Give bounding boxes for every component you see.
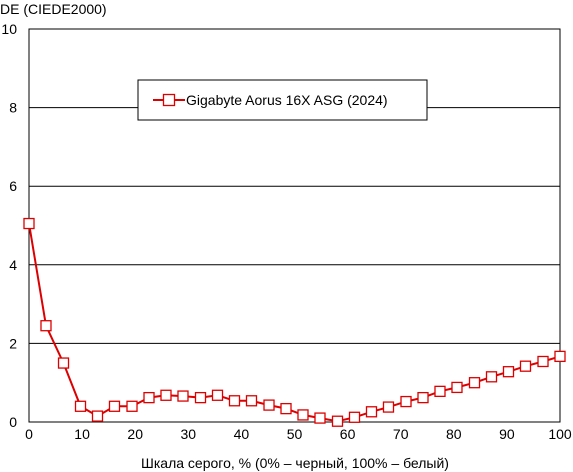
y-tick-label: 10 — [1, 21, 17, 37]
data-point — [502, 366, 515, 378]
data-point — [245, 395, 258, 407]
y-tick-label: 0 — [9, 414, 17, 430]
x-tick-label: 50 — [287, 426, 303, 442]
x-tick-label: 30 — [181, 426, 197, 442]
data-point — [417, 391, 429, 404]
data-point — [280, 402, 292, 415]
series-layer — [23, 217, 566, 427]
data-point — [519, 360, 532, 372]
y-tick-label: 8 — [9, 100, 17, 116]
data-point — [211, 389, 224, 401]
x-tick-label: 70 — [393, 426, 409, 442]
data-point — [365, 406, 378, 418]
y-tick-label: 4 — [9, 257, 17, 273]
data-point — [485, 371, 498, 383]
data-point — [348, 411, 361, 423]
x-tick-label: 0 — [25, 426, 33, 442]
data-point — [194, 391, 207, 404]
legend-label: Gigabyte Aorus 16X ASG (2024) — [186, 92, 388, 108]
data-point — [91, 410, 104, 422]
data-point — [23, 217, 35, 230]
data-point — [263, 399, 275, 411]
x-tick-label: 20 — [127, 426, 143, 442]
legend-box — [137, 79, 428, 121]
data-point — [228, 395, 241, 407]
gridlines — [29, 107, 560, 344]
data-point — [297, 409, 309, 421]
x-tick-label: 100 — [548, 426, 572, 442]
x-axis-title: Шкала серого, % (0% – черный, 100% – бел… — [141, 455, 449, 471]
data-point — [468, 377, 481, 389]
data-point — [177, 390, 189, 402]
series-line — [28, 223, 561, 423]
data-point — [57, 357, 70, 369]
data-point — [331, 415, 344, 427]
data-point — [400, 395, 412, 408]
data-point — [314, 412, 326, 424]
x-tick-label: 10 — [74, 426, 90, 442]
x-tick-label: 80 — [446, 426, 462, 442]
data-point — [74, 400, 87, 412]
y-tick-labels: 0 2 4 6 8 10 — [1, 21, 17, 430]
y-tick-label: 2 — [9, 335, 17, 351]
legend-marker — [162, 93, 176, 107]
x-tick-label: 40 — [234, 426, 250, 442]
data-point — [537, 355, 549, 368]
x-tick-label: 90 — [499, 426, 515, 442]
data-point — [382, 401, 395, 413]
legend: Gigabyte Aorus 16X ASG (2024) — [137, 79, 428, 121]
x-tick-label: 60 — [340, 426, 356, 442]
data-point — [434, 385, 446, 397]
data-point — [126, 400, 138, 412]
data-point — [554, 350, 566, 363]
data-point — [108, 400, 121, 412]
data-point — [143, 391, 155, 404]
data-point — [451, 381, 463, 394]
data-point — [40, 320, 52, 332]
y-tick-label: 6 — [9, 178, 17, 194]
x-tick-labels: 0 10 20 30 40 50 60 70 80 90 100 — [25, 426, 572, 442]
y-axis-title: DE (CIEDE2000) — [0, 1, 107, 17]
data-point — [160, 389, 172, 401]
